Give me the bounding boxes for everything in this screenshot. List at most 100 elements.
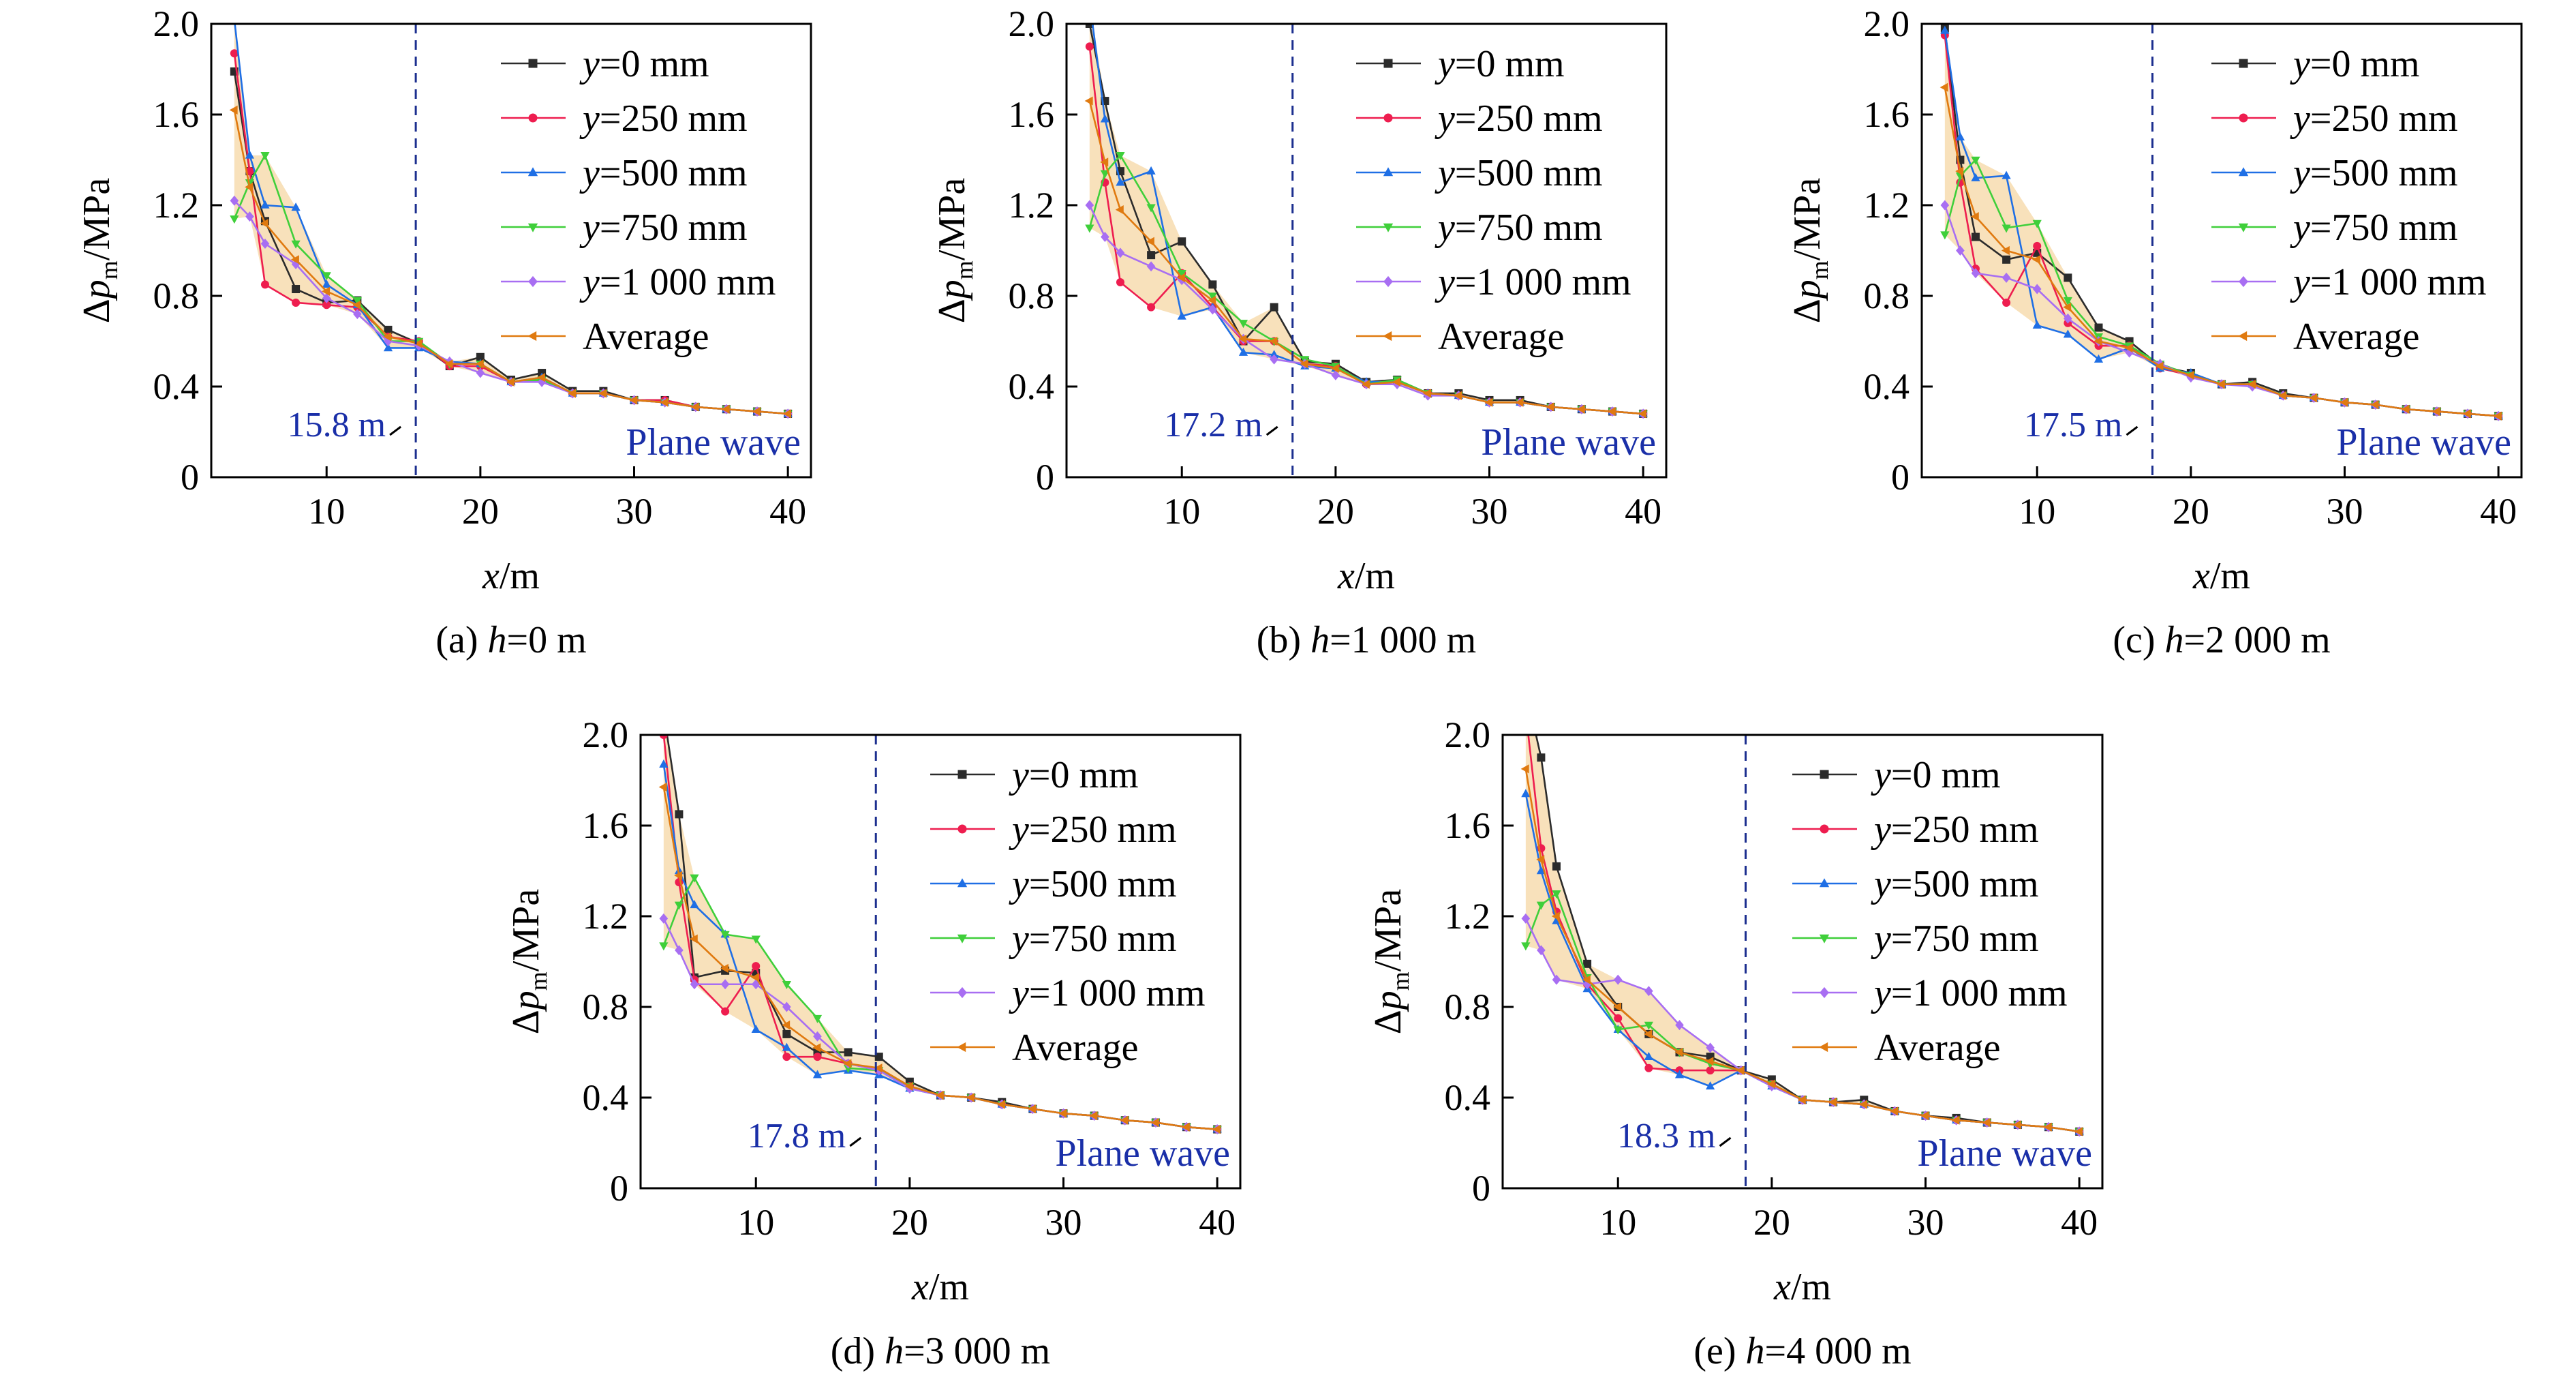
x-tick-label: 40 [1625, 491, 1661, 532]
data-point-avg [1705, 1057, 1714, 1066]
data-point-y250 [1644, 1063, 1653, 1072]
plot-area [1520, 735, 2084, 1137]
axes-frame [1920, 22, 2523, 479]
data-point-avg [1797, 1095, 1806, 1104]
x-axis-label: x/m [1773, 1266, 1831, 1308]
legend-label-y500: y=500 mm [1871, 863, 2039, 905]
data-point-y750 [1085, 224, 1094, 233]
data-point-y500 [1706, 1081, 1715, 1090]
legend-label-y0: y=0 mm [1435, 43, 1565, 85]
panel-d: 17.8 m Plane wave 10 20 30 40 0 0.4 0.8 1.2 1.6 2.0… [505, 714, 1242, 1372]
data-point-y1000 [720, 979, 730, 990]
data-point-y500 [1238, 347, 1248, 356]
y-axis-label: Δpm/MPa [505, 889, 552, 1035]
data-point-avg [1150, 1117, 1159, 1128]
panel-caption: (e) h=4 000 m [1693, 1330, 1911, 1372]
data-point-y750 [1613, 1026, 1623, 1035]
data-point-avg [1361, 380, 1370, 389]
data-point-y1000 [1644, 986, 1653, 997]
data-point-y500 [1270, 350, 1279, 359]
data-point-y250 [292, 298, 301, 307]
x-tick-label: 30 [1907, 1202, 1944, 1243]
x-tick-label: 10 [1599, 1202, 1636, 1243]
data-point-avg [598, 389, 607, 398]
data-point-y500 [260, 200, 270, 209]
data-point-y500 [1177, 311, 1186, 320]
data-point-y750 [2002, 224, 2011, 233]
data-point-avg [1115, 205, 1124, 215]
y-tick-label: 0.8 [1445, 986, 1491, 1027]
y-tick-label: 2.0 [1009, 3, 1055, 44]
legend-label-y1000: y=1 000 mm [1009, 972, 1206, 1014]
data-point-avg [1269, 336, 1278, 346]
legend-marker-y1000 [528, 275, 538, 288]
data-point-y1000 [1675, 1020, 1684, 1031]
data-point-avg [1828, 1098, 1837, 1107]
data-point-y250 [813, 1053, 822, 1061]
data-point-y0 [1270, 303, 1278, 312]
legend-label-y500: y=500 mm [1435, 152, 1603, 194]
legend-label-y1000: y=1 000 mm [1435, 261, 1631, 303]
legend: y=0 mm y=250 mm y=500 mm y=750 mm y=1 000 mm… [2211, 43, 2487, 358]
data-point-avg [874, 1063, 883, 1073]
data-point-y1000 [230, 195, 239, 206]
data-point-avg [2401, 404, 2410, 414]
legend-marker-y0 [957, 770, 967, 779]
legend-marker-avg [1383, 331, 1392, 342]
data-point-avg [721, 404, 730, 414]
boundary-distance-label: 18.3 m [1617, 1117, 1715, 1156]
y-tick-label: 0.8 [153, 275, 200, 316]
data-point-y500 [1940, 25, 1950, 34]
data-point-avg [1238, 334, 1247, 344]
data-point-y500 [751, 1025, 761, 1033]
range-band [663, 735, 1218, 1130]
data-point-avg [2124, 343, 2133, 353]
legend-label-y250: y=250 mm [1009, 809, 1177, 851]
legend-label-y250: y=250 mm [1435, 97, 1603, 140]
y-tick-label: 1.6 [1009, 94, 1055, 135]
data-point-y1000 [384, 336, 393, 346]
data-point-y1000 [1940, 200, 1950, 211]
range-band [1525, 735, 2080, 1132]
data-point-avg [689, 934, 698, 944]
data-point-y500 [1085, 0, 1094, 5]
data-point-avg [2370, 400, 2379, 410]
x-tick-label: 20 [462, 491, 499, 532]
data-point-y1000 [1521, 913, 1531, 924]
boundary-label-leader [389, 425, 402, 436]
data-point-avg [751, 973, 760, 982]
data-point-y500 [690, 900, 699, 909]
data-point-avg [690, 402, 699, 412]
data-point-y500 [1521, 789, 1531, 798]
data-point-avg [2155, 361, 2164, 371]
plane-wave-label: Plane wave [1055, 1132, 1230, 1175]
data-point-y750 [782, 980, 791, 989]
data-point-y1000 [1537, 945, 1546, 956]
data-point-avg [1177, 273, 1186, 282]
data-point-avg [1300, 359, 1308, 369]
x-tick-label: 30 [1045, 1202, 1082, 1243]
data-point-y1000 [813, 1031, 822, 1042]
data-point-avg [2309, 393, 2318, 403]
x-tick-label: 20 [1753, 1202, 1790, 1243]
data-point-y250 [782, 1053, 791, 1061]
data-point-y1000 [1331, 369, 1340, 380]
range-band [1089, 24, 1644, 414]
data-point-y750 [1521, 942, 1531, 951]
y-tick-label: 2.0 [153, 3, 200, 44]
data-point-avg [966, 1093, 975, 1102]
x-tick-label: 10 [1163, 491, 1200, 532]
data-point-y1000 [1956, 245, 1965, 256]
data-point-avg [1920, 1111, 1929, 1121]
data-point-y750 [720, 931, 730, 939]
legend-marker-y1000 [1383, 275, 1393, 288]
legend: y=0 mm y=250 mm y=500 mm y=750 mm y=1 000 mm… [501, 43, 776, 358]
legend-label-y0: y=0 mm [1009, 754, 1139, 796]
legend-marker-y750 [2238, 223, 2249, 232]
data-point-avg [1515, 397, 1524, 407]
plane-wave-label: Plane wave [626, 421, 801, 464]
data-point-y250 [2002, 298, 2011, 307]
legend-label-y500: y=500 mm [579, 152, 748, 194]
data-point-y750 [1238, 320, 1248, 329]
panel-caption: (a) h=0 m [435, 619, 586, 661]
